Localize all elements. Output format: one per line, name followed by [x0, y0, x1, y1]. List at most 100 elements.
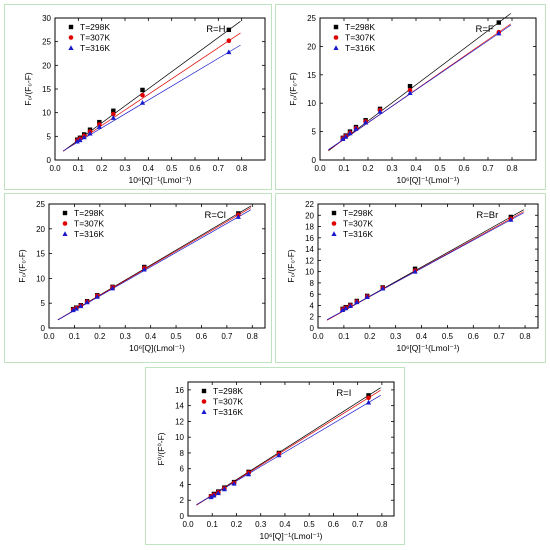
x-tick-label: 0.3 [119, 164, 131, 173]
y-tick-label: 4 [180, 480, 185, 489]
y-tick-label: 10 [42, 109, 51, 118]
y-tick-label: 15 [36, 250, 45, 259]
data-point [377, 109, 383, 114]
x-tick-label: 0.8 [247, 332, 259, 341]
legend-marker [62, 210, 68, 216]
data-point [140, 92, 145, 98]
x-tick-label: 0.7 [482, 164, 494, 173]
x-tick-label: 0.0 [314, 164, 326, 173]
x-tick-label: 0.3 [120, 332, 132, 341]
x-tick-label: 0.4 [279, 520, 291, 529]
fit-line [57, 209, 252, 321]
x-tick-label: 0.1 [338, 164, 350, 173]
data-point [140, 87, 145, 93]
data-point [78, 303, 84, 309]
chart-svg-h: 0.0 0.1 0.2 0.3 0.4 0.5 0.6 0.7 0.8 0 5 10 15 20 25 30 1… [23, 14, 266, 185]
x-tick-label: 0.0 [312, 332, 324, 341]
plot-frame [319, 17, 537, 161]
x-tick-label: 0.0 [43, 332, 55, 341]
x-axis-label: 10⁶[Q]⁻¹(Lmol⁻¹) [128, 175, 191, 185]
legend-label: T=298K [213, 386, 243, 396]
x-tick-label: 0.8 [236, 164, 248, 173]
data-point [347, 130, 353, 136]
y-tick-label: 0 [47, 156, 52, 165]
legend-marker [333, 24, 339, 30]
data-point [111, 108, 116, 113]
x-tick-label: 0.1 [69, 332, 81, 341]
data-point [87, 130, 93, 136]
y-tick-label: 20 [307, 42, 316, 51]
x-tick-label: 0.5 [304, 520, 316, 529]
chart-svg-cl: 0.0 0.1 0.2 0.3 0.4 0.5 0.6 0.7 0.8 0 5 10 15 20 25 10⁶… [17, 200, 266, 353]
x-tick-label: 0.2 [364, 332, 376, 341]
y-tick-label: 16 [175, 386, 184, 395]
x-tick-label: 0.7 [221, 332, 233, 341]
legend-marker [201, 388, 207, 394]
y-tick-label: 0 [310, 324, 315, 333]
legend-marker [333, 35, 339, 40]
fit-line [326, 212, 524, 321]
x-tick-label: 0.0 [182, 520, 194, 529]
x-tick-label: 0.7 [494, 332, 506, 341]
x-tick-label: 0.6 [196, 332, 208, 341]
data-point [215, 490, 221, 496]
y-tick-label: 18 [305, 223, 314, 232]
y-tick-label: 30 [42, 14, 51, 23]
x-tick-label: 0.6 [468, 332, 480, 341]
y-tick-label: 10 [175, 433, 184, 442]
data-point [407, 83, 413, 89]
legend-marker [68, 24, 74, 30]
legend-label: T=316K [345, 43, 375, 53]
legend-marker [201, 409, 207, 414]
y-tick-label: 6 [180, 465, 185, 474]
legend-marker [62, 221, 68, 226]
y-tick-label: 2 [180, 496, 185, 505]
fit-line [328, 24, 511, 151]
data-point [363, 119, 369, 125]
data-point [208, 494, 214, 500]
data-point [70, 307, 76, 313]
y-axis-label: F₀/(F₀-F) [286, 249, 296, 283]
x-tick-label: 0.2 [96, 164, 108, 173]
data-point [235, 214, 241, 219]
legend-label: T=307K [74, 219, 104, 229]
panel-tag: R=H [206, 24, 225, 35]
data-point [74, 138, 80, 144]
x-tick-label: 0.3 [390, 332, 402, 341]
legend-label: T=307K [343, 219, 373, 229]
data-point [496, 30, 502, 36]
y-tick-label: 2 [310, 313, 315, 322]
y-tick-label: 5 [312, 128, 317, 137]
y-tick-label: 20 [305, 211, 314, 220]
y-tick-label: 25 [307, 14, 316, 23]
plot-frame [187, 381, 395, 517]
data-point [211, 492, 217, 498]
y-tick-label: 8 [310, 279, 315, 288]
x-tick-label: 0.5 [170, 332, 182, 341]
data-point [81, 134, 87, 140]
legend-label: T=316K [213, 407, 243, 417]
x-tick-label: 0.2 [231, 520, 243, 529]
data-point [226, 49, 232, 55]
data-point [109, 285, 116, 291]
data-point [84, 299, 90, 305]
x-tick-label: 0.2 [362, 164, 374, 173]
y-tick-label: 15 [42, 85, 51, 94]
y-tick-label: 25 [36, 200, 45, 209]
fit-line [62, 44, 241, 152]
y-tick-label: 10 [36, 274, 45, 283]
legend-marker [201, 399, 207, 404]
legend-label: T=298K [345, 22, 375, 32]
data-point [343, 134, 349, 139]
data-point [276, 452, 282, 458]
data-point [110, 115, 116, 120]
panel-tag: R=F [476, 24, 494, 35]
x-tick-label: 0.4 [145, 332, 157, 341]
y-tick-label: 12 [305, 256, 314, 265]
data-point [340, 136, 346, 141]
data-point [226, 27, 232, 33]
panel-tag: R=I [336, 388, 351, 399]
x-tick-label: 0.2 [94, 332, 106, 341]
fit-line [57, 207, 252, 321]
chart-svg-f: 0.0 0.1 0.2 0.3 0.4 0.5 0.6 0.7 0.8 0 5 10 15 20 25 10⁶… [288, 13, 537, 185]
